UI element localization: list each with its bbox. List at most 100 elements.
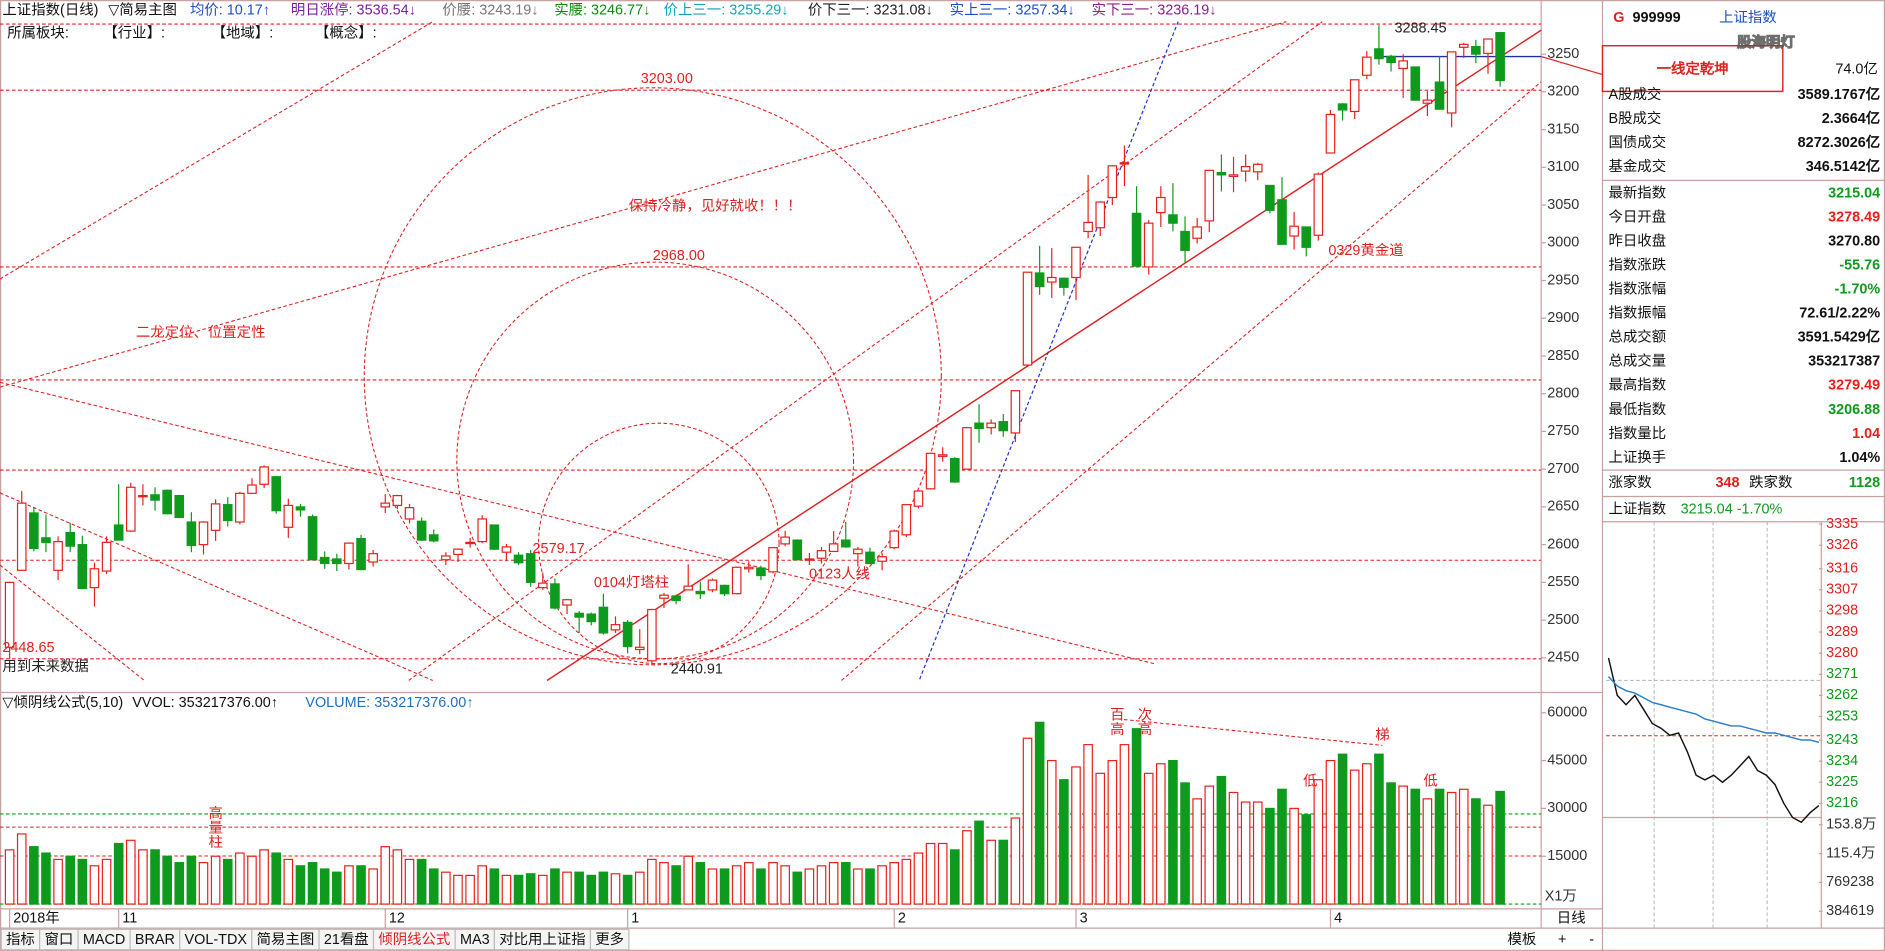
- tab[interactable]: 21看盘: [318, 928, 375, 951]
- candle-body: [950, 458, 960, 483]
- candle-body: [828, 543, 839, 553]
- period[interactable]: 日线: [1557, 909, 1586, 926]
- candle-body: [1095, 201, 1106, 229]
- volume-bar: [937, 842, 948, 905]
- legend-entry: VOLUME: 353217376.00↑: [305, 695, 473, 711]
- volume-bar: [756, 868, 766, 905]
- row-label: B股成交: [1609, 109, 1662, 127]
- volume-bar: [925, 842, 936, 905]
- y-tick-label: 769238: [1826, 874, 1874, 890]
- volume-bar: [537, 874, 548, 905]
- candle-body: [865, 551, 875, 565]
- row-label: 今日开盘: [1609, 207, 1667, 225]
- volume-bar: [1301, 814, 1312, 905]
- tab[interactable]: MACD: [77, 928, 131, 951]
- annotation: 二龙定位、位置定性: [136, 324, 266, 341]
- volume-bar: [1434, 788, 1445, 905]
- volume-bar: [1156, 763, 1166, 905]
- row-label: 昨日收盘: [1609, 231, 1667, 249]
- volume-bar: [598, 871, 609, 905]
- y-tick-label: 3250: [1547, 46, 1579, 62]
- tab[interactable]: 指标: [0, 928, 41, 951]
- candle-body: [416, 520, 427, 541]
- volume-bar: [634, 871, 645, 905]
- volume-bar: [392, 849, 403, 905]
- candle-body: [574, 612, 584, 618]
- tab-label: BRAR: [135, 932, 175, 948]
- candle-body: [1495, 32, 1505, 82]
- y-tick-label: 3000: [1547, 235, 1579, 251]
- zoom-button[interactable]: -: [1589, 932, 1594, 948]
- tab[interactable]: VOL-TDX: [179, 928, 253, 951]
- volume-bar: [477, 865, 488, 905]
- candle-body: [501, 546, 512, 553]
- x-tick-label: 3: [1080, 910, 1088, 926]
- volume-annotation: 百高: [1108, 707, 1124, 736]
- volume-bar: [804, 868, 815, 905]
- candle-body: [53, 541, 63, 571]
- candle-body: [525, 553, 536, 583]
- tab[interactable]: 对比用上证指: [493, 928, 592, 951]
- tab[interactable]: 倾阴线公式: [372, 928, 456, 951]
- tab-label: MA3: [460, 932, 490, 948]
- candle-body: [174, 494, 185, 519]
- row-value: 346.5142亿: [1806, 157, 1880, 175]
- tab[interactable]: 更多: [589, 928, 630, 951]
- volume-bar: [77, 858, 88, 905]
- annotation: 保持冷静，见好就收！！！: [629, 198, 802, 215]
- row-value: 8272.3026亿: [1798, 133, 1881, 151]
- candle-body: [986, 422, 996, 429]
- y-tick-label: 384619: [1826, 903, 1874, 919]
- volume-bar: [1313, 779, 1324, 905]
- volume-bar: [441, 871, 451, 905]
- candle-body: [1143, 222, 1154, 268]
- y-tick-label: 2700: [1547, 461, 1579, 477]
- row-value: 3206.88: [1828, 402, 1880, 418]
- volume-annotation: 次高: [1135, 707, 1151, 736]
- candle-body: [901, 504, 912, 536]
- template-button[interactable]: 模板: [1508, 930, 1537, 948]
- breadth: 348: [1715, 475, 1739, 491]
- sector-label: 所属板块:: [7, 24, 69, 42]
- tab-label: 指标: [6, 931, 35, 948]
- tab[interactable]: BRAR: [129, 928, 181, 951]
- candle-body: [1083, 221, 1093, 233]
- row-label: 最高指数: [1609, 377, 1667, 394]
- candle-body: [622, 621, 633, 648]
- volume-bar: [816, 865, 827, 905]
- row-label: 指数涨幅: [1609, 281, 1667, 298]
- annotation: 0104灯塔柱: [594, 574, 669, 591]
- volume-bar: [295, 865, 306, 905]
- candle-body: [659, 594, 669, 599]
- volume-bar: [974, 820, 984, 905]
- annotation: 0329黄金道: [1328, 242, 1403, 259]
- zoom-button[interactable]: +: [1558, 932, 1566, 948]
- drawing-lines: [0, 21, 1822, 929]
- breadth: 跌家数: [1749, 474, 1792, 491]
- candle-body: [1034, 272, 1045, 288]
- volume-bar: [610, 873, 621, 905]
- candle-body: [998, 421, 1009, 432]
- row-label: A股成交: [1609, 85, 1662, 103]
- tab[interactable]: 简易主图: [251, 928, 320, 951]
- candle-body: [101, 541, 112, 572]
- y-tick-label: 2650: [1547, 499, 1579, 515]
- volume-bar: [428, 868, 439, 905]
- candle-body: [198, 521, 209, 546]
- candle-body: [1386, 55, 1396, 64]
- candle-body: [283, 504, 294, 528]
- volume-annotation: 高量柱: [206, 805, 222, 849]
- template-name: ▽简易主图: [108, 2, 177, 19]
- breadth: 涨家数: [1609, 474, 1652, 491]
- volume-bar: [1362, 763, 1372, 905]
- candle-body: [89, 568, 100, 589]
- row-value: 3591.5429亿: [1798, 328, 1881, 346]
- tab[interactable]: MA3: [454, 928, 496, 951]
- name: 上证指数: [1719, 9, 1777, 26]
- volume-bar: [4, 849, 15, 905]
- volume-bar: [1216, 775, 1227, 905]
- tab[interactable]: 窗口: [39, 928, 79, 951]
- volume-bar: [1265, 807, 1275, 905]
- volume-bar: [574, 871, 584, 905]
